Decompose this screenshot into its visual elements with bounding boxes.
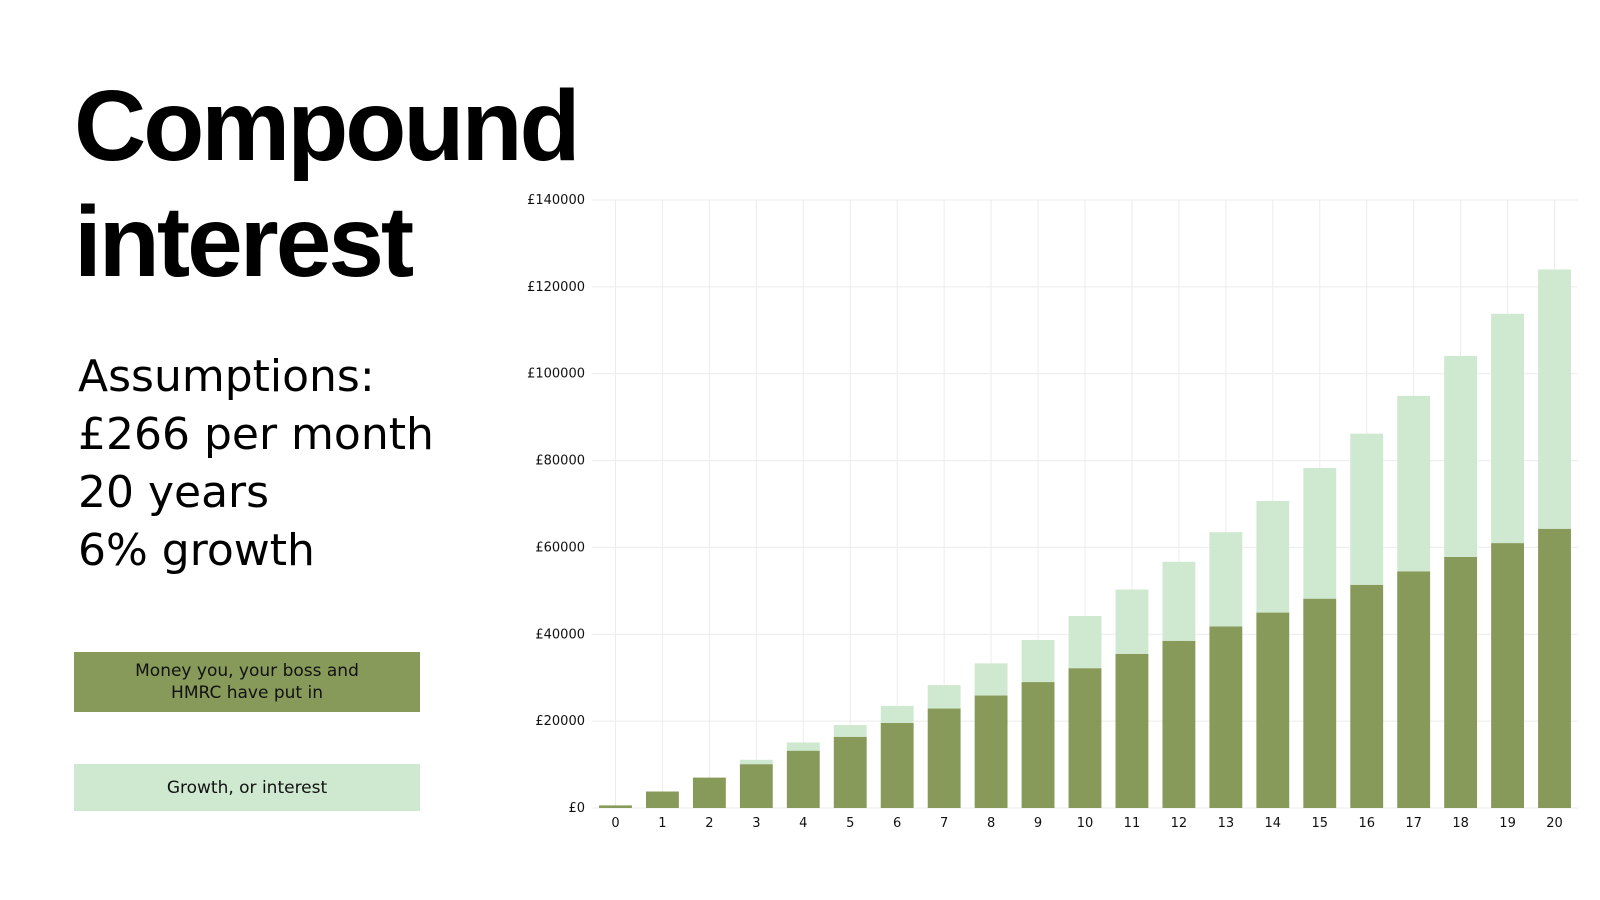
assumption-years: 20 years <box>78 467 270 518</box>
bar-contributions <box>1021 682 1055 808</box>
x-tick-label: 2 <box>705 816 713 831</box>
legend-contributions: Money you, your boss and HMRC have put i… <box>74 652 420 712</box>
x-tick-label: 18 <box>1452 816 1469 831</box>
x-tick-label: 8 <box>987 816 995 831</box>
x-tick-label: 6 <box>893 816 901 831</box>
title-line-1: Compound <box>74 70 581 182</box>
assumptions-block: Assumptions: £266 per month 20 years 6% … <box>78 348 434 580</box>
bar-contributions <box>1303 598 1337 808</box>
bar-contributions <box>1397 571 1431 808</box>
y-tick-label: £80000 <box>535 454 585 469</box>
bar-growth <box>1444 355 1478 557</box>
x-tick-label: 14 <box>1265 816 1282 831</box>
bar-growth <box>833 725 867 737</box>
bar-growth <box>786 742 820 751</box>
bar-contributions <box>880 722 914 808</box>
bar-growth <box>1491 313 1525 544</box>
x-tick-label: 20 <box>1546 816 1563 831</box>
x-tick-label: 0 <box>611 816 619 831</box>
x-tick-label: 11 <box>1124 816 1141 831</box>
bar-growth <box>1162 561 1196 641</box>
bar-growth <box>1538 269 1571 529</box>
bar-growth <box>1303 467 1337 599</box>
bar-contributions <box>1538 528 1571 808</box>
x-tick-label: 3 <box>752 816 760 831</box>
legend-contributions-label: Money you, your boss and HMRC have put i… <box>135 661 359 703</box>
bar-contributions <box>599 805 632 808</box>
y-tick-label: £100000 <box>527 367 585 382</box>
x-tick-label: 9 <box>1034 816 1042 831</box>
y-tick-label: £140000 <box>527 193 585 208</box>
x-tick-label: 5 <box>846 816 854 831</box>
x-tick-label: 7 <box>940 816 948 831</box>
title-line-2: interest <box>74 186 414 298</box>
y-tick-label: £20000 <box>535 714 585 729</box>
x-tick-label: 16 <box>1358 816 1375 831</box>
bar-growth <box>739 759 773 765</box>
bar-growth <box>1115 589 1149 654</box>
bar-growth <box>1397 395 1431 572</box>
assumption-growth: 6% growth <box>78 525 315 576</box>
y-tick-label: £0 <box>568 801 585 816</box>
y-tick-label: £40000 <box>535 627 585 642</box>
bar-growth <box>927 685 961 709</box>
bar-contributions <box>1444 556 1478 808</box>
x-tick-label: 4 <box>799 816 807 831</box>
x-tick-label: 12 <box>1171 816 1188 831</box>
bar-growth <box>1021 639 1055 683</box>
bars <box>599 269 1571 808</box>
bar-contributions <box>1256 612 1290 808</box>
bar-contributions <box>974 695 1008 808</box>
bar-contributions <box>786 750 820 808</box>
x-tick-label: 19 <box>1499 816 1516 831</box>
y-tick-label: £60000 <box>535 540 585 555</box>
page-title: Compound interest <box>74 68 594 300</box>
bar-contributions <box>1209 626 1243 808</box>
bar-contributions <box>1162 640 1196 808</box>
legend-growth: Growth, or interest <box>74 764 420 811</box>
bar-growth <box>1350 433 1384 585</box>
bar-growth <box>1209 532 1243 627</box>
bar-growth <box>1068 616 1102 669</box>
x-tick-label: 15 <box>1311 816 1328 831</box>
bar-contributions <box>1350 584 1384 808</box>
bar-contributions <box>1068 668 1102 808</box>
assumption-monthly: £266 per month <box>78 409 434 460</box>
bar-contributions <box>927 708 961 808</box>
bar-contributions <box>1115 653 1149 808</box>
legend-growth-label: Growth, or interest <box>166 777 328 798</box>
x-tick-label: 13 <box>1218 816 1235 831</box>
bar-contributions <box>739 764 773 808</box>
bar-contributions <box>1491 543 1525 808</box>
bar-growth <box>1256 500 1290 613</box>
bar-contributions <box>692 777 726 808</box>
bar-contributions <box>645 791 679 808</box>
axis-labels: £0 £20000 £40000 £60000 £80000 £100000 £120000… <box>527 193 1563 831</box>
bar-growth <box>974 663 1008 696</box>
bar-growth <box>880 705 914 723</box>
bar-contributions <box>833 736 867 808</box>
x-tick-label: 1 <box>658 816 666 831</box>
x-tick-label: 10 <box>1077 816 1094 831</box>
x-tick-label: 17 <box>1405 816 1422 831</box>
assumptions-heading: Assumptions: <box>78 351 375 402</box>
y-tick-label: £120000 <box>527 280 585 295</box>
